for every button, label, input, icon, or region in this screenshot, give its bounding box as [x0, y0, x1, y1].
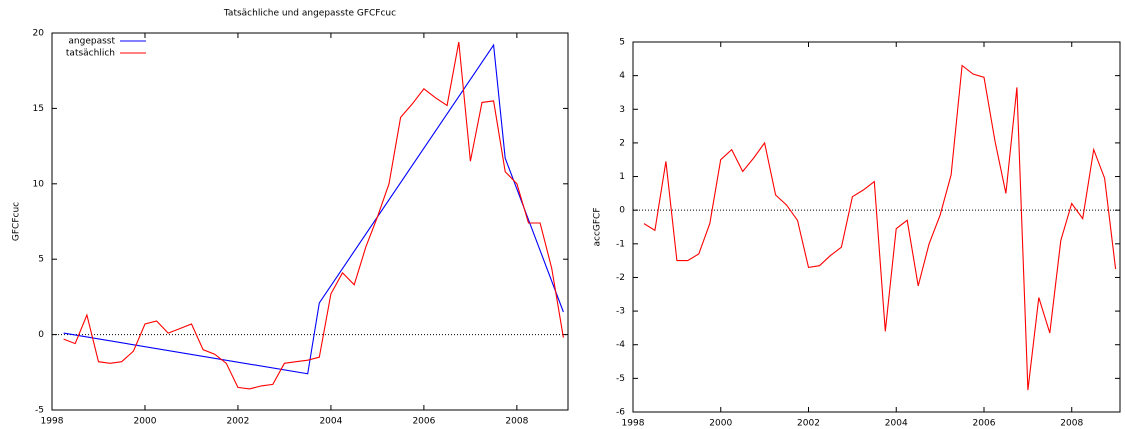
- x-tick-label: 2008: [505, 417, 528, 427]
- x-tick-label: 2006: [973, 419, 996, 429]
- y-tick-label: 0: [619, 206, 625, 216]
- y-tick-label: 10: [33, 179, 45, 189]
- y-tick-label: 5: [38, 255, 44, 265]
- y-tick-label: -4: [616, 340, 625, 350]
- x-tick-label: 2002: [797, 419, 820, 429]
- x-tick-label: 2004: [885, 419, 908, 429]
- y-tick-label: -3: [616, 307, 625, 317]
- y-tick-label: -1: [616, 239, 625, 249]
- y-tick-label: 3: [619, 105, 625, 115]
- y-tick-label: -6: [616, 408, 625, 418]
- y-tick-label: 4: [619, 71, 625, 81]
- x-tick-label: 2000: [134, 417, 157, 427]
- series-line: [63, 41, 564, 390]
- plot-frame: [632, 41, 1121, 413]
- legend-label: angepasst: [68, 37, 115, 47]
- y-tick-label: -5: [616, 374, 625, 384]
- x-tick-label: 2006: [412, 417, 435, 427]
- chart-title: Tatsächliche und angepasste GFCFcuc: [223, 9, 396, 19]
- x-tick-label: 1998: [622, 419, 645, 429]
- legend-label: tatsächlich: [66, 49, 115, 59]
- y-tick-label: 20: [33, 29, 45, 39]
- x-tick-label: 2000: [709, 419, 732, 429]
- y-tick-label: 5: [619, 38, 625, 48]
- plot-frame: [51, 32, 569, 411]
- x-tick-label: 2004: [319, 417, 342, 427]
- x-tick-label: 1998: [41, 417, 64, 427]
- y-tick-label: 15: [33, 104, 44, 114]
- y-tick-label: 1: [619, 172, 625, 182]
- series-line: [63, 43, 564, 375]
- y-tick-label: 2: [619, 138, 625, 148]
- y-axis-label: accGFCF: [593, 207, 603, 246]
- y-tick-label: 0: [38, 330, 44, 340]
- y-tick-label: -2: [616, 273, 625, 283]
- x-tick-label: 2002: [226, 417, 249, 427]
- series-line: [643, 64, 1117, 391]
- y-axis-label: GFCFcuc: [12, 202, 22, 241]
- y-tick-label: -5: [35, 406, 44, 416]
- x-tick-label: 2008: [1060, 419, 1083, 429]
